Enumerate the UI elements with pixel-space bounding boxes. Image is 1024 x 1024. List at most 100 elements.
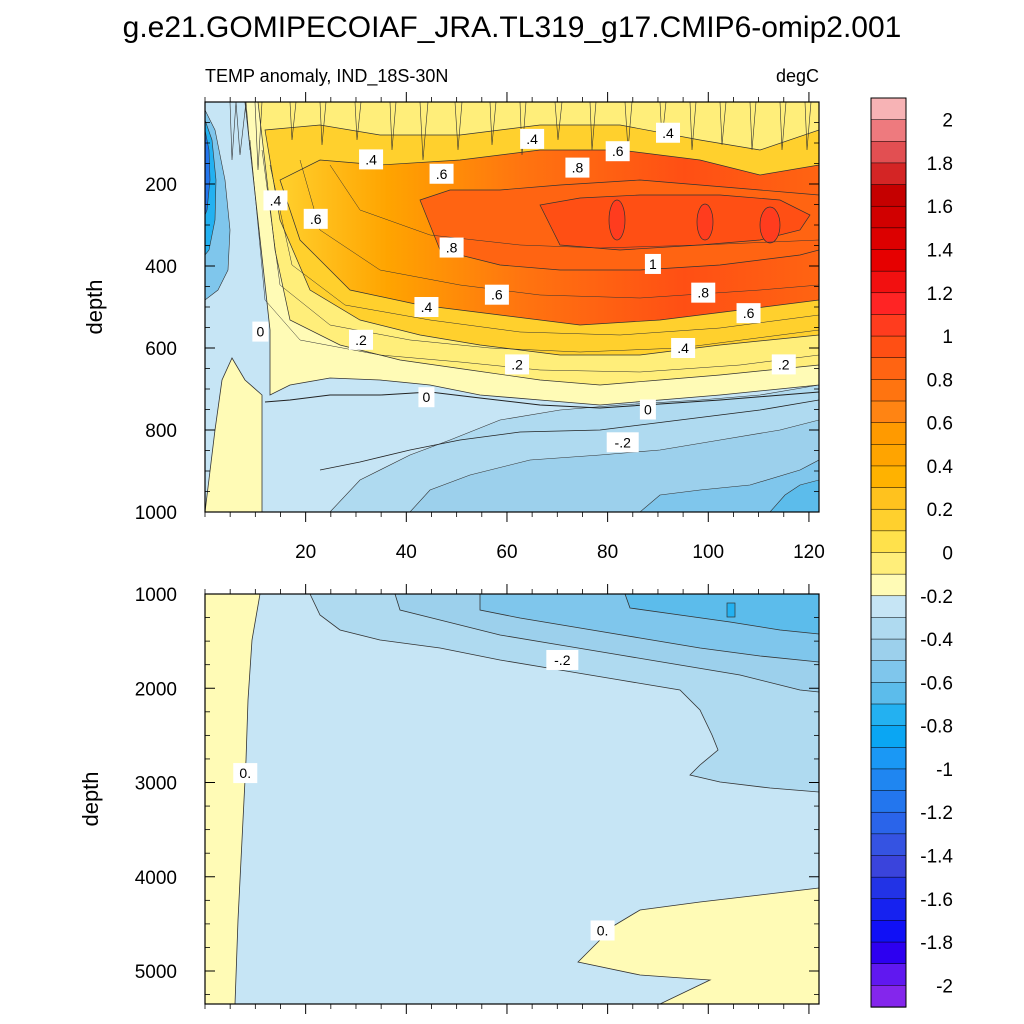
colorbar-label: 1.8 — [927, 154, 953, 175]
contour-label: 0. — [239, 765, 251, 781]
colorbar-label: -2 — [936, 976, 953, 997]
contour-label-bg — [546, 649, 579, 670]
colorbar-swatch — [870, 314, 907, 337]
contour-label: -.2 — [554, 652, 571, 668]
colorbar-swatch — [870, 249, 907, 272]
y-tick-label: 3000 — [135, 774, 177, 795]
colorbar-label: -1.6 — [920, 890, 953, 911]
colorbar-swatch — [870, 595, 907, 619]
contour-label-bg — [263, 190, 288, 211]
colorbar-swatch — [870, 379, 907, 402]
colorbar-swatch — [870, 985, 907, 1008]
contour-label: .6 — [743, 305, 755, 321]
colorbar-label: -1.4 — [920, 847, 953, 868]
lower-neg-band-4 — [624, 594, 819, 635]
y-tick-label: 1000 — [135, 503, 177, 524]
lower-east-warm — [577, 887, 819, 1004]
colorbar-swatch — [870, 487, 907, 510]
colorbar-swatch — [870, 422, 907, 445]
colorbar-swatch — [870, 335, 907, 359]
contour-label: .6 — [612, 143, 624, 159]
contour-label-bg — [429, 163, 454, 184]
contour-label: .4 — [526, 131, 538, 147]
contour-label: .2 — [511, 356, 523, 372]
y-tick-label: 200 — [145, 175, 177, 196]
colorbar-swatch — [870, 617, 907, 640]
colorbar-frame — [870, 97, 907, 1008]
x-tick-label: 120 — [793, 542, 825, 563]
colorbar-label: -0.4 — [920, 630, 953, 651]
upper-warm-1 — [539, 194, 811, 251]
colorbar-swatch — [870, 703, 907, 727]
contour-label: 0 — [644, 402, 652, 418]
colorbar-label: 0.8 — [927, 370, 953, 391]
colorbar-swatch — [870, 855, 907, 878]
contour-label-bg — [418, 387, 435, 408]
x-tick-label: 100 — [692, 542, 724, 563]
contour-label-bg — [565, 157, 590, 178]
contour-label-bg — [639, 399, 656, 420]
contour-label-bg — [771, 354, 796, 375]
colorbar-label: 1 — [942, 327, 953, 348]
contour-label-bg — [252, 321, 269, 342]
lower-neg-core — [726, 602, 736, 618]
y-tick-label: 600 — [145, 339, 177, 360]
y-tick-label: 2000 — [135, 679, 177, 700]
upper-neg-band-4 — [769, 479, 819, 512]
upper-zero-contour — [264, 391, 819, 409]
lower-panel: -.2 0. 0. — [205, 594, 819, 1004]
contour-label-bg — [349, 329, 374, 350]
x-tick-label: 20 — [295, 542, 316, 563]
x-tick-label: 60 — [496, 542, 517, 563]
contour-label: .6 — [436, 166, 448, 182]
upper-neg-contour — [319, 399, 819, 471]
colorbar-swatch — [870, 292, 907, 316]
contour-label-bg — [605, 141, 630, 162]
colorbar-label: -0.8 — [920, 717, 953, 738]
contour-label: 0 — [256, 324, 264, 340]
contour-label-bg — [359, 149, 384, 170]
upper-neg-band-3 — [639, 459, 819, 512]
y-tick-label: 1000 — [135, 585, 177, 606]
colorbar-label: 1.6 — [927, 197, 953, 218]
y-tick-label: 5000 — [135, 962, 177, 983]
colorbar-swatch — [870, 747, 907, 770]
contour-label: .8 — [697, 285, 709, 301]
colorbar-swatch — [870, 725, 907, 748]
upper-y-axis-label: depth — [82, 279, 107, 334]
contour-label-bg — [736, 303, 761, 324]
contour-label-bg — [606, 432, 639, 453]
lower-y-axis: 1000 2000 3000 4000 5000 — [135, 585, 819, 995]
colorbar-swatch — [870, 444, 907, 467]
colorbar-label: -0.6 — [920, 673, 953, 694]
colorbar-swatch — [870, 97, 907, 121]
colorbar-swatch — [870, 162, 907, 186]
colorbar-label: 2 — [942, 111, 953, 132]
contour-label-bg — [233, 763, 258, 784]
colorbar-label: -1.2 — [920, 803, 953, 824]
lower-contour-labels: -.2 0. 0. — [233, 649, 615, 941]
contour-label: .4 — [365, 151, 377, 167]
upper-warm-core-b — [696, 203, 714, 241]
contour-label: .6 — [310, 211, 322, 227]
lower-y-axis-label: depth — [78, 771, 103, 826]
colorbar-swatch — [870, 682, 907, 705]
contour-label-bg — [656, 122, 681, 143]
colorbar-label: -0.2 — [920, 587, 953, 608]
colorbar-swatch — [870, 508, 907, 532]
colorbar-swatch — [870, 205, 907, 229]
colorbar-swatch — [870, 833, 907, 857]
colorbar-swatch — [870, 920, 907, 943]
colorbar-swatch — [870, 790, 907, 813]
colorbar-label: -1.8 — [920, 933, 953, 954]
contour-label: .6 — [491, 287, 503, 303]
contour-label-bg — [505, 354, 530, 375]
colorbar-label: -1 — [936, 760, 953, 781]
colorbar-label: 0.4 — [927, 457, 954, 478]
colorbar-swatch — [870, 270, 907, 294]
colorbar-swatch — [870, 573, 907, 597]
contour-label: 0. — [597, 922, 609, 938]
colorbar-swatch — [870, 552, 907, 575]
